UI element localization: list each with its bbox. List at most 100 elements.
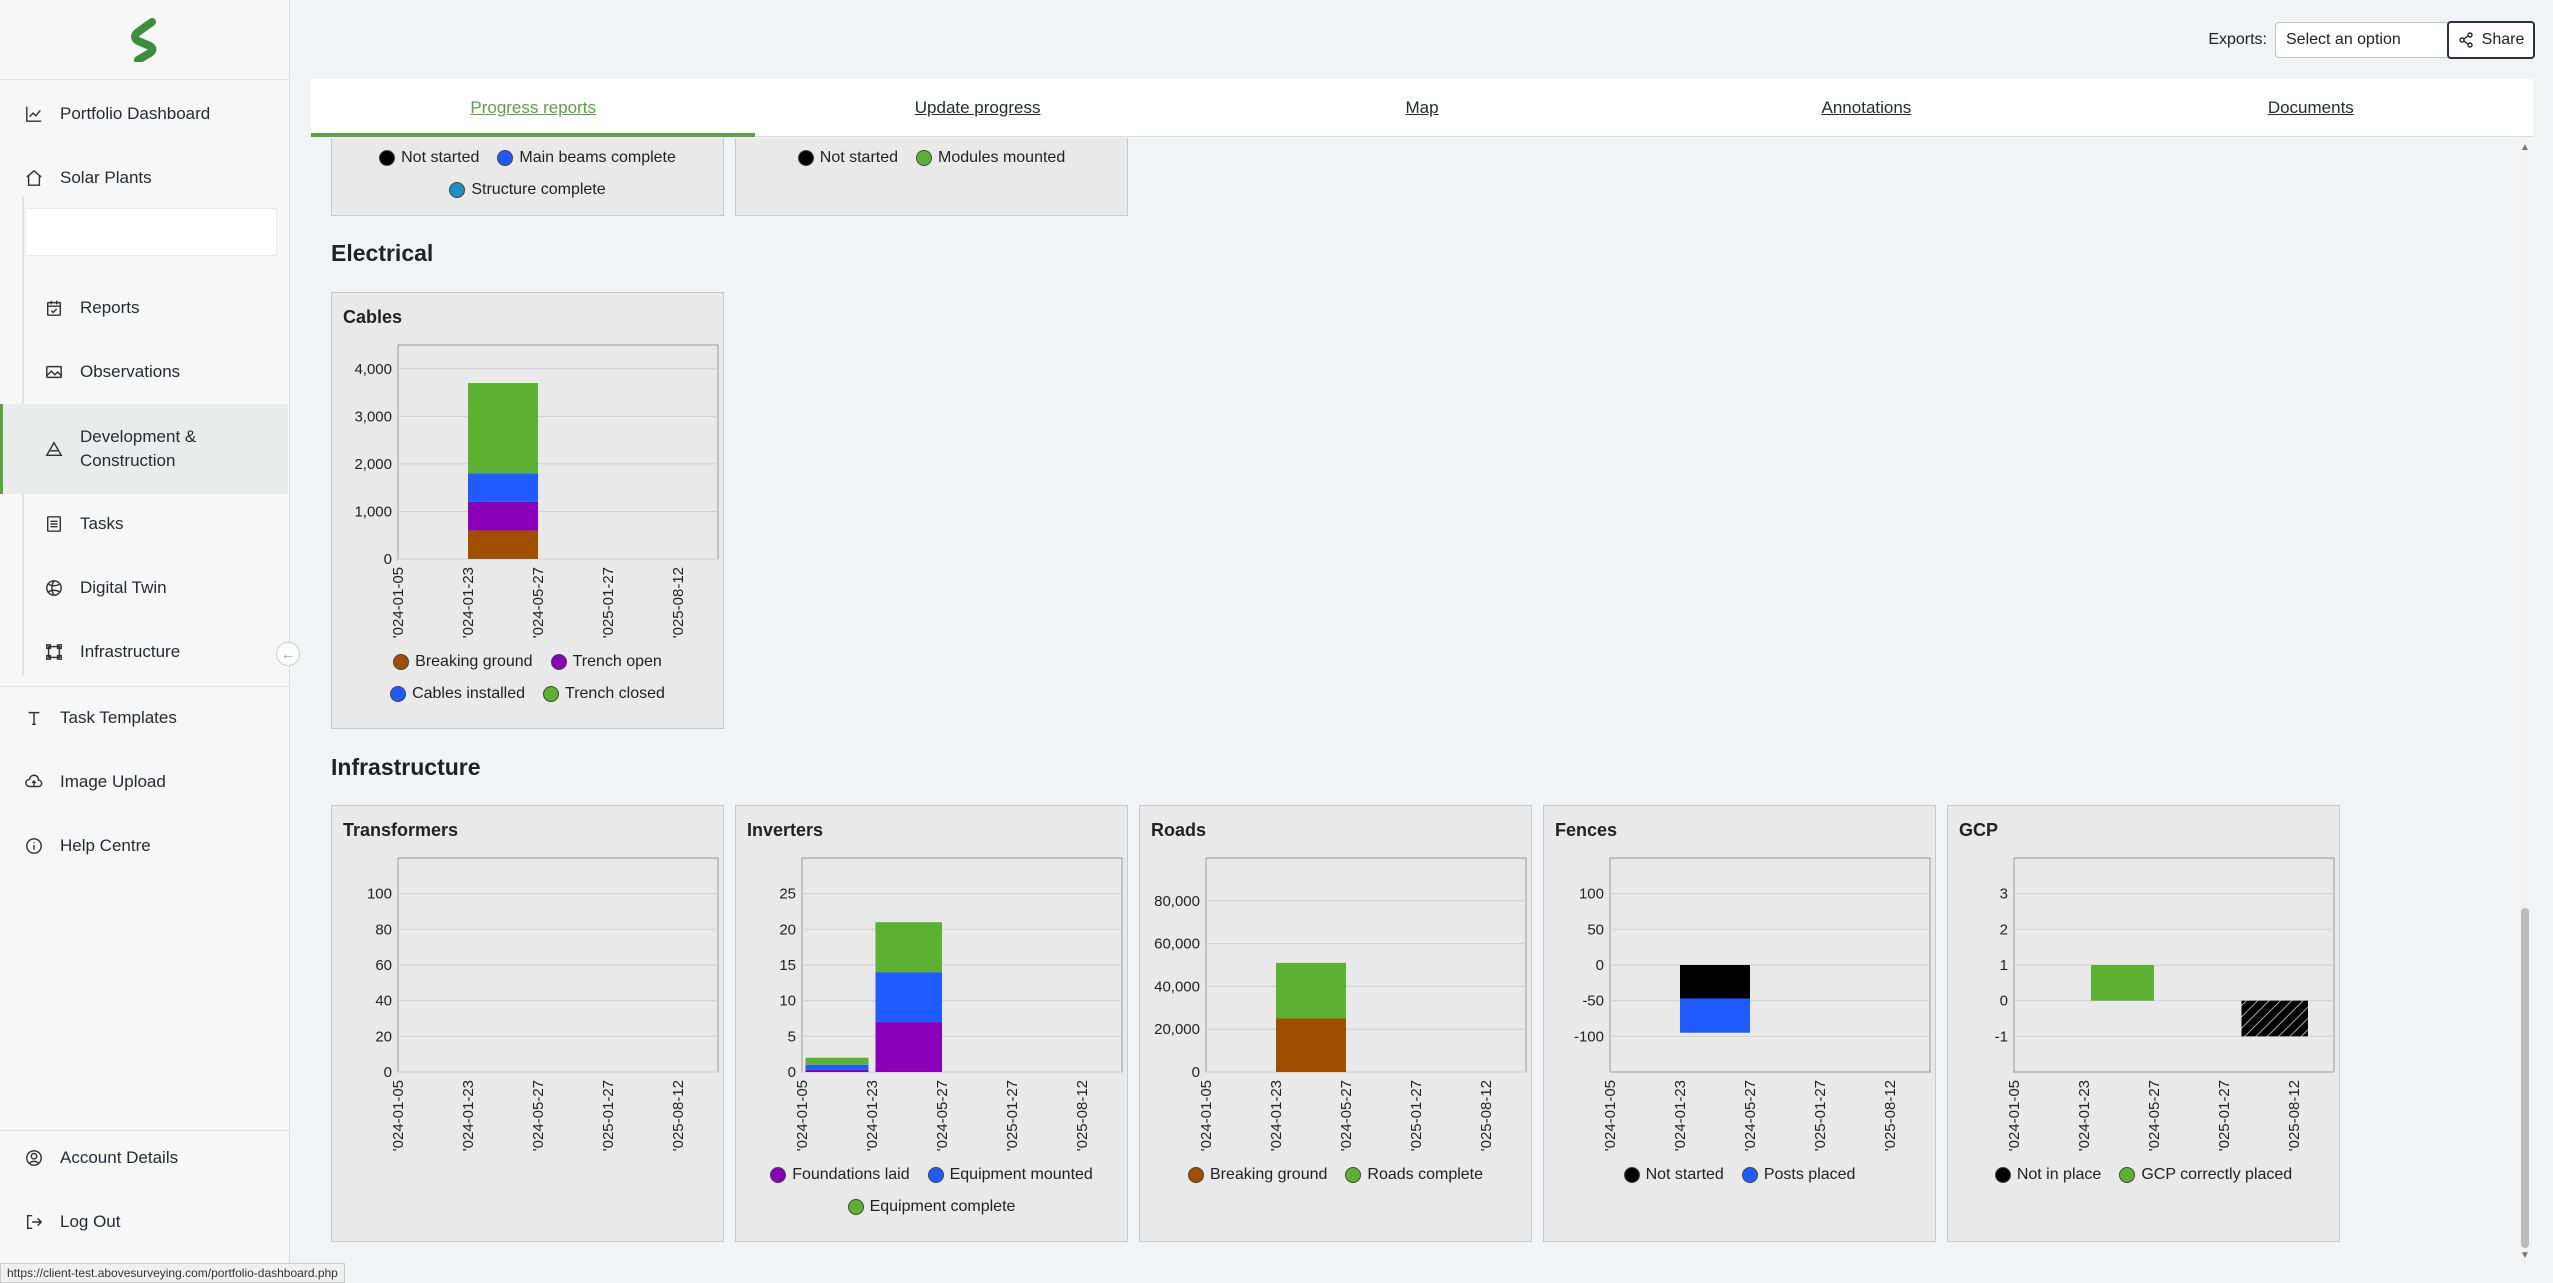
tab-bar: Progress reports Update progress Map Ann… (311, 79, 2533, 137)
exports-label: Exports: (2208, 31, 2267, 48)
bar-segment (468, 530, 538, 559)
brand-logo[interactable] (0, 0, 289, 80)
legend-item[interactable]: Breaking ground (1187, 1166, 1328, 1184)
x-tick-label: '024-01-05 (390, 1080, 407, 1151)
scrollbar-thumb[interactable] (2521, 908, 2529, 1248)
y-tick-label: 40 (375, 993, 392, 1010)
chart-legend: Breaking ground Roads complete (1140, 1166, 1531, 1184)
scroll-up-arrow-icon[interactable]: ▲ (2520, 142, 2530, 153)
tab-update-progress[interactable]: Update progress (914, 97, 1041, 117)
y-tick-label: 2,000 (354, 456, 392, 473)
y-tick-label: 2 (2000, 921, 2008, 938)
sidebar-item-help-centre[interactable]: Help Centre (0, 814, 288, 878)
x-tick-label: '024-01-23 (2076, 1080, 2093, 1151)
sidebar-item-infrastructure[interactable]: Infrastructure (0, 620, 288, 684)
bar-segment (2241, 1000, 2308, 1037)
sidebar-item-image-upload[interactable]: Image Upload (0, 750, 288, 814)
legend-swatch (1623, 1167, 1640, 1183)
x-tick-label: '024-01-05 (794, 1080, 811, 1151)
sidebar-item-log-out[interactable]: Log Out (0, 1190, 288, 1254)
tab-annotations[interactable]: Annotations (1821, 97, 1912, 117)
line-chart-icon (24, 104, 44, 124)
x-tick-label: '024-01-05 (1198, 1080, 1215, 1151)
exports-area: Exports: Select an option ▼ (2208, 22, 2467, 58)
sidebar-search-box[interactable] (25, 208, 277, 256)
gcp-chart-card: GCP -1 0 1 2 3 '024-01-05 '024-01-23 '024-05-27… (1947, 805, 2340, 1242)
collapse-sidebar-button[interactable]: ← (276, 642, 300, 666)
legend-item[interactable]: Trench open (550, 653, 662, 671)
chart-legend: Not in place GCP correctly placed (1948, 1166, 2339, 1184)
legend-item[interactable]: Breaking ground (393, 653, 533, 671)
share-button[interactable]: Share (2447, 21, 2535, 59)
chart-title: Cables (343, 307, 403, 327)
y-tick-label: 0 (2000, 993, 2008, 1010)
legend-item[interactable]: Not started (797, 149, 898, 167)
legend-item[interactable]: GCP correctly placed (2119, 1166, 2292, 1184)
tab-map[interactable]: Map (1405, 97, 1439, 117)
sidebar-item-task-templates[interactable]: Task Templates (0, 686, 288, 750)
legend-item[interactable]: Foundations laid (770, 1166, 910, 1184)
tab-documents[interactable]: Documents (2267, 97, 2354, 117)
bar-segment (875, 922, 942, 973)
y-tick-label: 100 (1579, 886, 1604, 903)
x-tick-label: '025-01-27 (2216, 1080, 2233, 1151)
sidebar-item-tasks[interactable]: Tasks (0, 492, 288, 556)
tab-progress-reports[interactable]: Progress reports (311, 79, 756, 137)
legend-item[interactable]: Trench closed (543, 685, 665, 703)
legend-label: Breaking ground (1209, 1166, 1328, 1183)
bar-segment (805, 1057, 869, 1065)
y-tick-label: 5 (788, 1028, 796, 1045)
exports-select[interactable]: Select an option ▼ (2275, 22, 2467, 58)
sidebar-item-digital-twin[interactable]: Digital Twin (0, 556, 288, 620)
chart-svg: -1 0 1 2 3 '024-01-05 '024-01-23 '024-05-27 '025… (1995, 857, 2335, 1151)
legend-item[interactable]: Structure complete (449, 181, 606, 199)
legend-swatch (543, 686, 560, 702)
legend-item[interactable]: Main beams complete (497, 149, 676, 167)
sidebar-item-portfolio-dashboard[interactable]: Portfolio Dashboard (0, 82, 288, 146)
legend-item[interactable]: Equipment mounted (927, 1166, 1093, 1184)
legend-item[interactable]: Not started (379, 149, 479, 167)
x-tick-label: '025-08-12 (670, 567, 687, 638)
y-tick-label: 50 (1587, 921, 1604, 938)
y-tick-label: 20,000 (1154, 1021, 1200, 1038)
y-tick-label: 0 (1192, 1064, 1200, 1081)
legend-item[interactable]: Not in place (1994, 1166, 2101, 1184)
sidebar-item-account-details[interactable]: Account Details (0, 1126, 288, 1190)
legend-label: Main beams complete (519, 149, 676, 166)
sidebar-item-observations[interactable]: Observations (0, 340, 288, 404)
legend-item[interactable]: Not started (1623, 1166, 1724, 1184)
legend-item[interactable]: Equipment complete (847, 1198, 1015, 1216)
y-tick-label: 25 (779, 886, 796, 903)
main-content: Not started Main beams complete Structur… (311, 138, 2533, 1265)
sidebar-item-development-construction[interactable]: Development & Construction (0, 404, 288, 494)
scroll-down-arrow-icon[interactable]: ▼ (2520, 1250, 2530, 1261)
x-tick-label: '024-01-23 (460, 1080, 477, 1151)
x-tick-label: '025-01-27 (600, 567, 617, 638)
sidebar-item-label: Solar Plants (60, 168, 152, 187)
vertical-scrollbar[interactable]: ▲ ▼ (2517, 138, 2533, 1265)
x-tick-label: '025-01-27 (1408, 1080, 1425, 1151)
x-tick-label: '025-08-12 (670, 1080, 687, 1151)
y-tick-label: -1 (1995, 1028, 2008, 1045)
section-heading-electrical: Electrical (331, 240, 434, 266)
legend-item[interactable]: Cables installed (390, 685, 525, 703)
y-tick-label: 4,000 (354, 361, 392, 378)
y-tick-label: 15 (779, 957, 796, 974)
modules-chart-card: Not started Modules mounted (735, 138, 1128, 216)
bar-segment (2091, 965, 2154, 1001)
plot-area (1205, 857, 1527, 1073)
x-tick-label: '025-01-27 (600, 1080, 617, 1151)
legend-swatch (379, 150, 396, 166)
sidebar-item-solar-plants[interactable]: Solar Plants (0, 146, 288, 210)
chart-title: Transformers (343, 820, 459, 840)
sidebar-item-reports[interactable]: Reports (0, 276, 288, 340)
legend-item[interactable]: Posts placed (1741, 1166, 1855, 1184)
legend-item[interactable]: Modules mounted (916, 149, 1065, 167)
legend-label: Foundations laid (792, 1166, 910, 1183)
sidebar-item-label: Portfolio Dashboard (60, 104, 211, 123)
y-tick-label: -50 (1582, 993, 1604, 1010)
y-tick-label: 0 (384, 1064, 392, 1081)
legend-item[interactable]: Roads complete (1345, 1166, 1483, 1184)
x-tick-label: '024-01-05 (390, 567, 407, 638)
bar-segment (805, 1069, 869, 1072)
